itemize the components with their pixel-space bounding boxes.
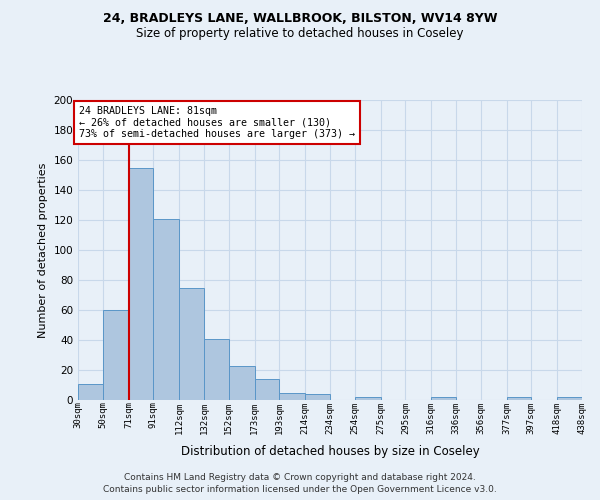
Text: 24, BRADLEYS LANE, WALLBROOK, BILSTON, WV14 8YW: 24, BRADLEYS LANE, WALLBROOK, BILSTON, W… <box>103 12 497 26</box>
Bar <box>103 310 128 400</box>
Bar <box>179 288 204 400</box>
Bar <box>280 392 305 400</box>
Bar <box>305 394 330 400</box>
Y-axis label: Number of detached properties: Number of detached properties <box>38 162 48 338</box>
Bar <box>154 218 179 400</box>
Bar <box>78 384 103 400</box>
X-axis label: Distribution of detached houses by size in Coseley: Distribution of detached houses by size … <box>181 445 479 458</box>
Text: Size of property relative to detached houses in Coseley: Size of property relative to detached ho… <box>136 28 464 40</box>
Bar <box>557 397 582 400</box>
Text: Contains HM Land Registry data © Crown copyright and database right 2024.: Contains HM Land Registry data © Crown c… <box>124 473 476 482</box>
Bar <box>506 397 532 400</box>
Bar <box>355 397 380 400</box>
Bar <box>431 397 456 400</box>
Text: Contains public sector information licensed under the Open Government Licence v3: Contains public sector information licen… <box>103 486 497 494</box>
Bar <box>128 168 154 400</box>
Bar <box>204 338 229 400</box>
Bar <box>254 379 280 400</box>
Text: 24 BRADLEYS LANE: 81sqm
← 26% of detached houses are smaller (130)
73% of semi-d: 24 BRADLEYS LANE: 81sqm ← 26% of detache… <box>79 106 355 139</box>
Bar <box>229 366 254 400</box>
